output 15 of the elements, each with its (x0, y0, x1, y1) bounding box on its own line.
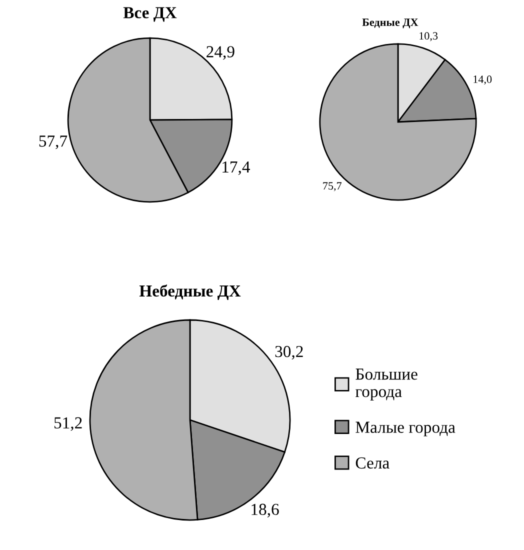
data-label: 14,0 (474, 76, 492, 85)
chart-title: Небедные ДХ (139, 284, 241, 300)
chart-title: Бедные ДХ (362, 18, 418, 28)
data-label: 18,6 (252, 504, 279, 518)
data-label: 24,9 (206, 46, 234, 60)
data-label: 10,3 (420, 32, 438, 42)
data-label: 75,7 (323, 182, 342, 192)
data-label: 30,2 (275, 346, 303, 360)
legend-label: Малые города (356, 422, 456, 436)
data-label: 57,7 (39, 136, 68, 150)
data-label: 51,2 (54, 417, 82, 431)
chart-title: Все ДХ (123, 7, 177, 22)
legend-label: Села (356, 457, 390, 469)
legend-label: Большие города (356, 368, 418, 401)
data-label: 17,4 (222, 161, 250, 176)
